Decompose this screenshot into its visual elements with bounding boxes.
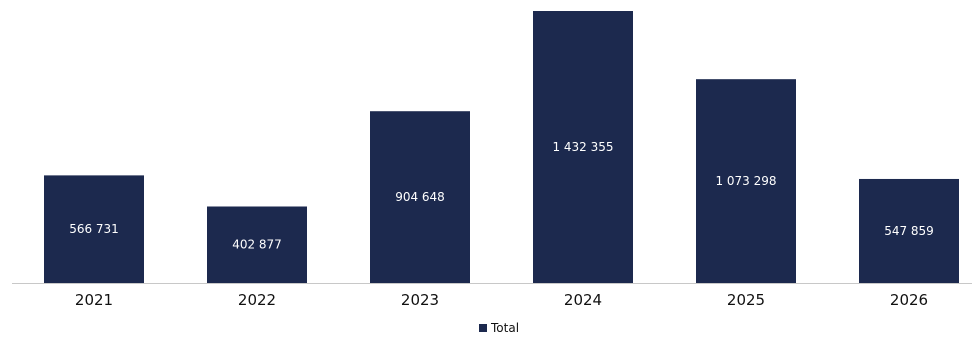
data-label-2021: 566 731 — [69, 222, 119, 236]
x-tick-label-2022: 2022 — [238, 291, 276, 309]
data-label-2022: 402 877 — [232, 238, 282, 252]
data-label-2023: 904 648 — [395, 190, 445, 204]
legend-swatch-total — [479, 324, 487, 332]
x-tick-label-2023: 2023 — [401, 291, 439, 309]
x-tick-label-2026: 2026 — [890, 291, 928, 309]
bar-2025 — [696, 79, 796, 283]
x-tick-label-2021: 2021 — [75, 291, 113, 309]
legend: Total — [479, 321, 519, 335]
data-label-2024: 1 432 355 — [552, 140, 613, 154]
bar-2022 — [207, 206, 307, 283]
x-tick-label-2024: 2024 — [564, 291, 602, 309]
bar-2024 — [533, 11, 633, 283]
bar-2023 — [370, 111, 470, 283]
legend-label-total: Total — [490, 321, 519, 335]
x-tick-labels: 2021 2022 2023 2024 2025 2026 — [75, 291, 928, 309]
bar-2021 — [44, 175, 144, 283]
data-label-2026: 547 859 — [884, 224, 934, 238]
bars-layer: 566 731 402 877 904 648 1 432 355 1 073 298 5… — [44, 11, 959, 283]
x-tick-label-2025: 2025 — [727, 291, 765, 309]
data-label-2025: 1 073 298 — [715, 174, 776, 188]
bar-2026 — [859, 178, 959, 283]
